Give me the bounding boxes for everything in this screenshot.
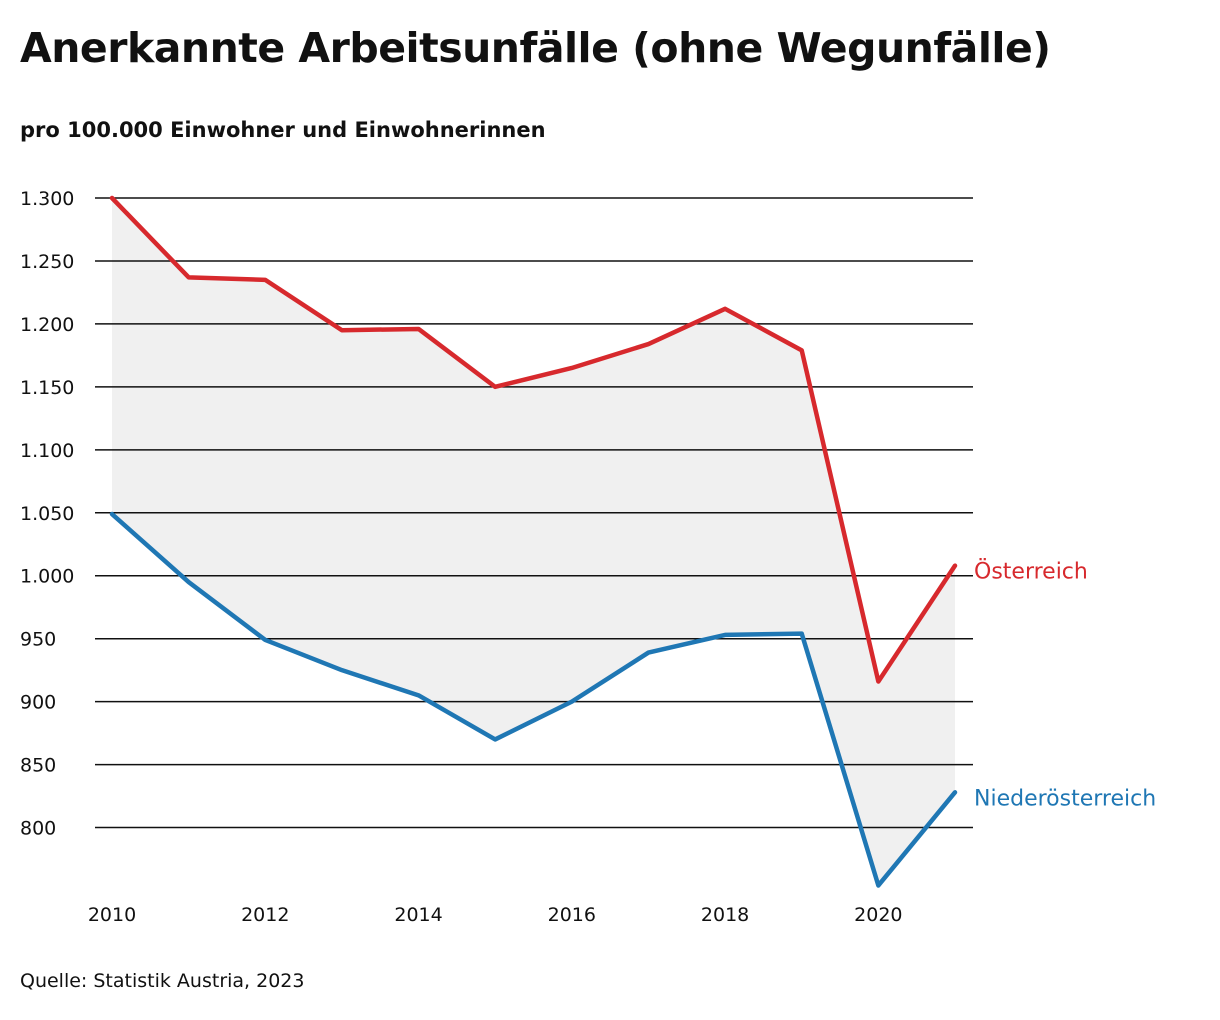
area-between-series <box>112 198 955 886</box>
y-tick-label: 1.000 <box>20 566 74 588</box>
x-tick-label: 2020 <box>854 904 902 926</box>
y-axis-tick-labels: 1.300 1.250 1.200 1.150 1.100 1.050 1.000 950 90… <box>20 188 74 840</box>
x-axis-tick-labels: 2010 2012 2014 2016 2018 2020 <box>88 904 903 926</box>
source-note: Quelle: Statistik Austria, 2023 <box>20 970 305 992</box>
x-tick-label: 2010 <box>88 904 136 926</box>
x-tick-label: 2012 <box>241 904 289 926</box>
y-tick-label: 1.250 <box>20 251 74 273</box>
series-labels: Österreich Niederösterreich <box>974 559 1156 812</box>
y-tick-label: 1.100 <box>20 440 74 462</box>
gridlines <box>95 197 973 829</box>
x-tick-label: 2018 <box>701 904 749 926</box>
y-tick-label: 850 <box>20 755 56 777</box>
x-tick-label: 2016 <box>548 904 596 926</box>
y-tick-label: 1.300 <box>20 188 74 210</box>
series-label: Niederösterreich <box>974 786 1156 811</box>
series-line-oesterreich <box>109 195 958 684</box>
y-tick-label: 1.150 <box>20 377 74 399</box>
y-tick-label: 1.200 <box>20 314 74 336</box>
x-tick-label: 2014 <box>394 904 442 926</box>
y-tick-label: 950 <box>20 629 56 651</box>
y-tick-label: 1.050 <box>20 503 74 525</box>
series-line-niederoesterreich <box>109 511 958 888</box>
series-label: Österreich <box>974 559 1088 585</box>
chart-title: Anerkannte Arbeitsunfälle (ohne Wegunfäl… <box>20 24 1051 72</box>
chart-subtitle: pro 100.000 Einwohner und Einwohnerinnen <box>20 118 546 142</box>
y-tick-label: 900 <box>20 692 56 714</box>
series-lines <box>109 195 958 888</box>
y-tick-label: 800 <box>20 818 56 840</box>
